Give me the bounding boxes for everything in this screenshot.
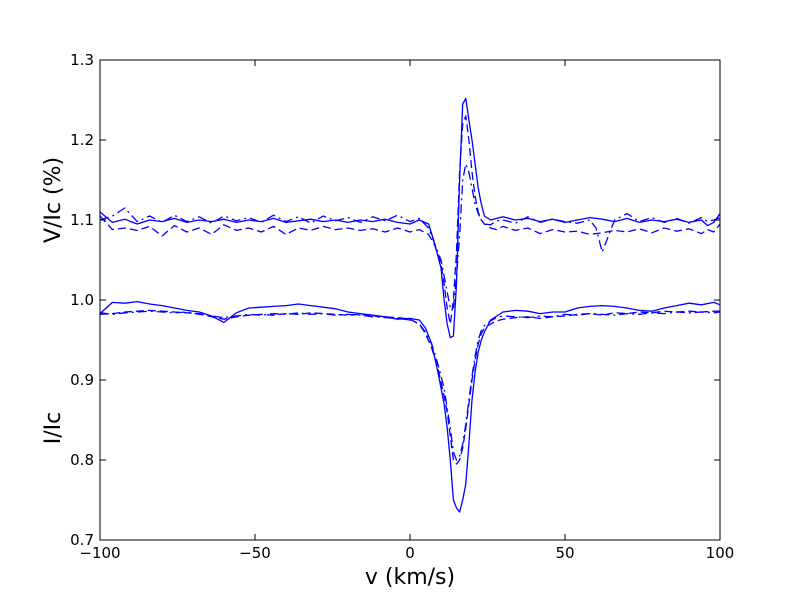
series-line-stokes-i-dashed: [99, 309, 720, 465]
y-axis-label-lower: I/Ic: [41, 412, 66, 444]
x-tick-label: 50: [555, 544, 574, 562]
series-line-stokes-i-dashdot: [99, 310, 721, 461]
series-line-stokes-v-solid: [99, 97, 721, 339]
x-tick-label: 100: [706, 544, 735, 562]
series-line-stokes-v-dashed: [99, 115, 721, 325]
axes: −100 −50 0 50 100 0.7 0.8 0.9 1.0 1.1 1.2 1.3: [70, 51, 734, 562]
y-tick-label: 1.0: [70, 291, 94, 309]
y-axis-label-upper: V/Ic (%): [41, 157, 66, 243]
y-tick-label: 0.7: [70, 531, 94, 549]
series-line-stokes-v-dashdot: [99, 163, 721, 309]
plot-area: [99, 97, 721, 513]
x-tick-label: 0: [405, 544, 415, 562]
x-tick-label: −50: [239, 544, 271, 562]
y-tick-label: 1.2: [70, 131, 94, 149]
x-axis-label: v (km/s): [365, 565, 455, 590]
y-tick-label: 1.3: [70, 51, 94, 69]
y-tick-label: 0.9: [70, 371, 94, 389]
y-tick-label: 0.8: [70, 451, 94, 469]
x-tick-label: −100: [79, 544, 120, 562]
y-tick-label: 1.1: [70, 211, 94, 229]
